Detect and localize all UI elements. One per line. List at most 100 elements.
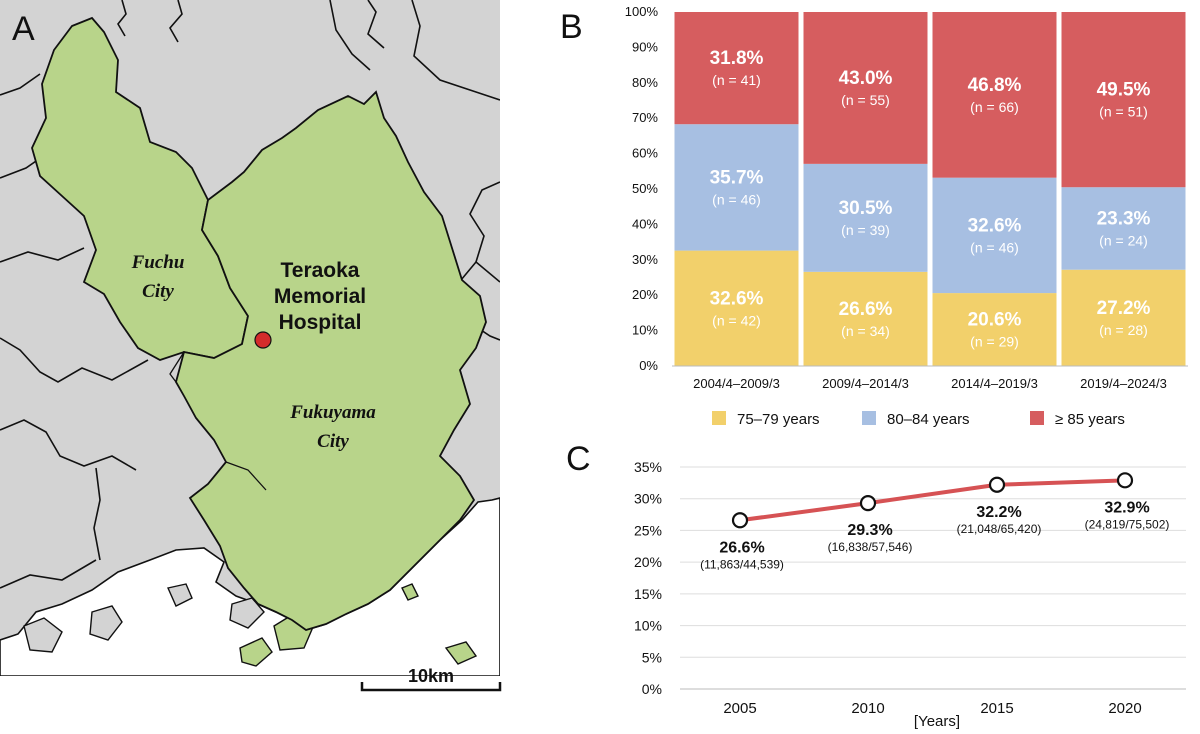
c-x-axis: 2005 2010 2015 2020: [723, 700, 1141, 717]
b-y-tick-label: 30%: [632, 252, 658, 267]
c-y-tick-label: 15%: [634, 586, 662, 602]
b-bar-segment: [674, 250, 799, 366]
c-gridlines: [680, 466, 1186, 690]
c-count-label: (11,863/44,539): [700, 557, 784, 571]
b-segment-count-label: (n = 24): [1099, 232, 1148, 248]
b-legend: 75–79 years 80–84 years ≥ 85 years: [712, 411, 1125, 428]
b-bar-segment: [932, 177, 1057, 294]
c-x-tick-label: 2010: [851, 700, 884, 717]
b-bar-segment: [932, 12, 1057, 178]
b-legend-label: 75–79 years: [737, 411, 820, 428]
c-series-line: [739, 478, 1126, 523]
b-segment-count-label: (n = 39): [841, 222, 890, 238]
b-segment-percent-label: 31.8%: [710, 48, 764, 69]
c-y-axis: 0% 5% 10% 15% 20% 25% 30% 35%: [634, 459, 662, 697]
b-bar-segment: [803, 271, 928, 366]
b-segment-count-label: (n = 46): [970, 239, 1019, 255]
c-x-tick-label: 2005: [723, 700, 756, 717]
b-segment-count-label: (n = 28): [1099, 322, 1148, 338]
b-y-tick-label: 10%: [632, 323, 658, 338]
c-count-label: (21,048/65,420): [957, 522, 1042, 536]
b-legend-swatch: [1030, 411, 1044, 425]
c-count-label: (24,819/75,502): [1085, 517, 1170, 531]
b-bar-segment: [1061, 187, 1186, 270]
map-islands: [23, 583, 265, 653]
b-segment-count-label: (n = 29): [970, 334, 1019, 350]
b-segment-percent-label: 46.8%: [968, 75, 1022, 96]
b-bar-segment: [803, 12, 928, 164]
b-bar-segment: [674, 124, 799, 251]
c-y-tick-label: 25%: [634, 522, 662, 538]
c-data-point: [731, 512, 749, 529]
b-segment-count-label: (n = 51): [1099, 104, 1148, 120]
c-y-tick-label: 30%: [634, 491, 662, 507]
map-interior-borders: [169, 351, 267, 491]
b-segment-count-label: (n = 34): [841, 323, 890, 339]
b-legend-swatch: [862, 411, 876, 425]
b-segment-percent-label: 30.5%: [839, 198, 893, 219]
hospital-label-line1: Teraoka: [281, 259, 360, 282]
c-y-tick-label: 20%: [634, 554, 662, 570]
panel-c-letter: C: [566, 440, 591, 478]
c-y-tick-label: 0%: [642, 681, 662, 697]
b-x-tick-label: 2009/4–2014/3: [822, 376, 909, 391]
b-y-tick-label: 50%: [632, 181, 658, 196]
b-segment-percent-label: 20.6%: [968, 310, 1022, 331]
b-legend-label: ≥ 85 years: [1055, 411, 1125, 428]
c-x-tick-label: 2015: [980, 700, 1013, 717]
c-data-labels: 26.6%(11,863/44,539) 29.3%(16,838/57,546)…: [700, 499, 1169, 571]
panel-b-letter: B: [560, 8, 583, 46]
b-y-axis: 0% 10% 20% 30% 40% 50% 60% 70% 80% 90% 100%: [625, 4, 659, 373]
stacked-bar-chart: B 0% 10% 20% 30% 40% 50% 60% 70% 80% 90% 100% 32.6…: [560, 4, 1188, 428]
fuchu-city-label-line1: Fuchu: [131, 252, 185, 273]
c-data-point: [859, 495, 877, 512]
c-x-axis-title: [Years]: [914, 713, 960, 730]
b-segment-count-label: (n = 42): [712, 312, 761, 328]
c-y-tick-label: 5%: [642, 649, 662, 665]
c-y-tick-label: 35%: [634, 459, 662, 475]
line-chart: C 0% 5% 10% 15% 20% 25% 30% 35% 26.6%(11,863/44…: [566, 440, 1186, 730]
fukuyama-city-label-line1: Fukuyama: [289, 402, 376, 423]
c-data-point: [988, 476, 1006, 493]
map-panel: A Fuchu City Teraoka Memorial Hospital F…: [0, 0, 502, 692]
b-bar-segment: [1061, 12, 1186, 188]
b-bar-segment: [803, 163, 928, 272]
fukuyama-city-label-line2: City: [317, 431, 349, 452]
b-segment-count-label: (n = 55): [841, 92, 890, 108]
b-segment-percent-label: 23.3%: [1097, 208, 1151, 229]
b-segment-percent-label: 27.2%: [1097, 298, 1151, 319]
fuchu-city-label-line2: City: [142, 281, 174, 302]
scale-bar-label: 10km: [408, 666, 454, 686]
panel-a-letter: A: [12, 10, 35, 48]
b-segment-count-label: (n = 46): [712, 191, 761, 207]
b-y-tick-label: 90%: [632, 39, 658, 54]
b-legend-swatch: [712, 411, 726, 425]
c-y-tick-label: 10%: [634, 618, 662, 634]
b-x-tick-label: 2019/4–2024/3: [1080, 376, 1167, 391]
b-x-tick-label: 2014/4–2019/3: [951, 376, 1038, 391]
b-segment-percent-label: 32.6%: [968, 215, 1022, 236]
fukuyama-city-region: [175, 90, 487, 631]
b-y-tick-label: 40%: [632, 216, 658, 231]
c-x-tick-label: 2020: [1108, 700, 1141, 717]
c-value-label: 32.9%: [1104, 499, 1149, 516]
b-y-tick-label: 100%: [625, 4, 659, 19]
b-segment-percent-label: 32.6%: [710, 288, 764, 309]
b-bar-segment: [674, 12, 799, 125]
c-data-point: [1116, 472, 1134, 489]
b-y-tick-label: 70%: [632, 110, 658, 125]
b-y-tick-label: 20%: [632, 287, 658, 302]
b-segment-percent-label: 49.5%: [1097, 80, 1151, 101]
c-value-label: 32.2%: [976, 504, 1021, 521]
hospital-label-line2: Memorial: [274, 285, 366, 308]
b-legend-label: 80–84 years: [887, 411, 970, 428]
b-x-axis: 2004/4–2009/3 2009/4–2014/3 2014/4–2019/3 2…: [693, 376, 1167, 391]
b-y-tick-label: 60%: [632, 146, 658, 161]
b-bar-segment: [932, 293, 1057, 366]
b-y-tick-label: 80%: [632, 75, 658, 90]
b-segment-percent-label: 26.6%: [839, 299, 893, 320]
b-segment-count-label: (n = 66): [970, 99, 1019, 115]
b-x-tick-label: 2004/4–2009/3: [693, 376, 780, 391]
b-bar-segment: [1061, 269, 1186, 366]
b-segment-percent-label: 35.7%: [710, 167, 764, 188]
